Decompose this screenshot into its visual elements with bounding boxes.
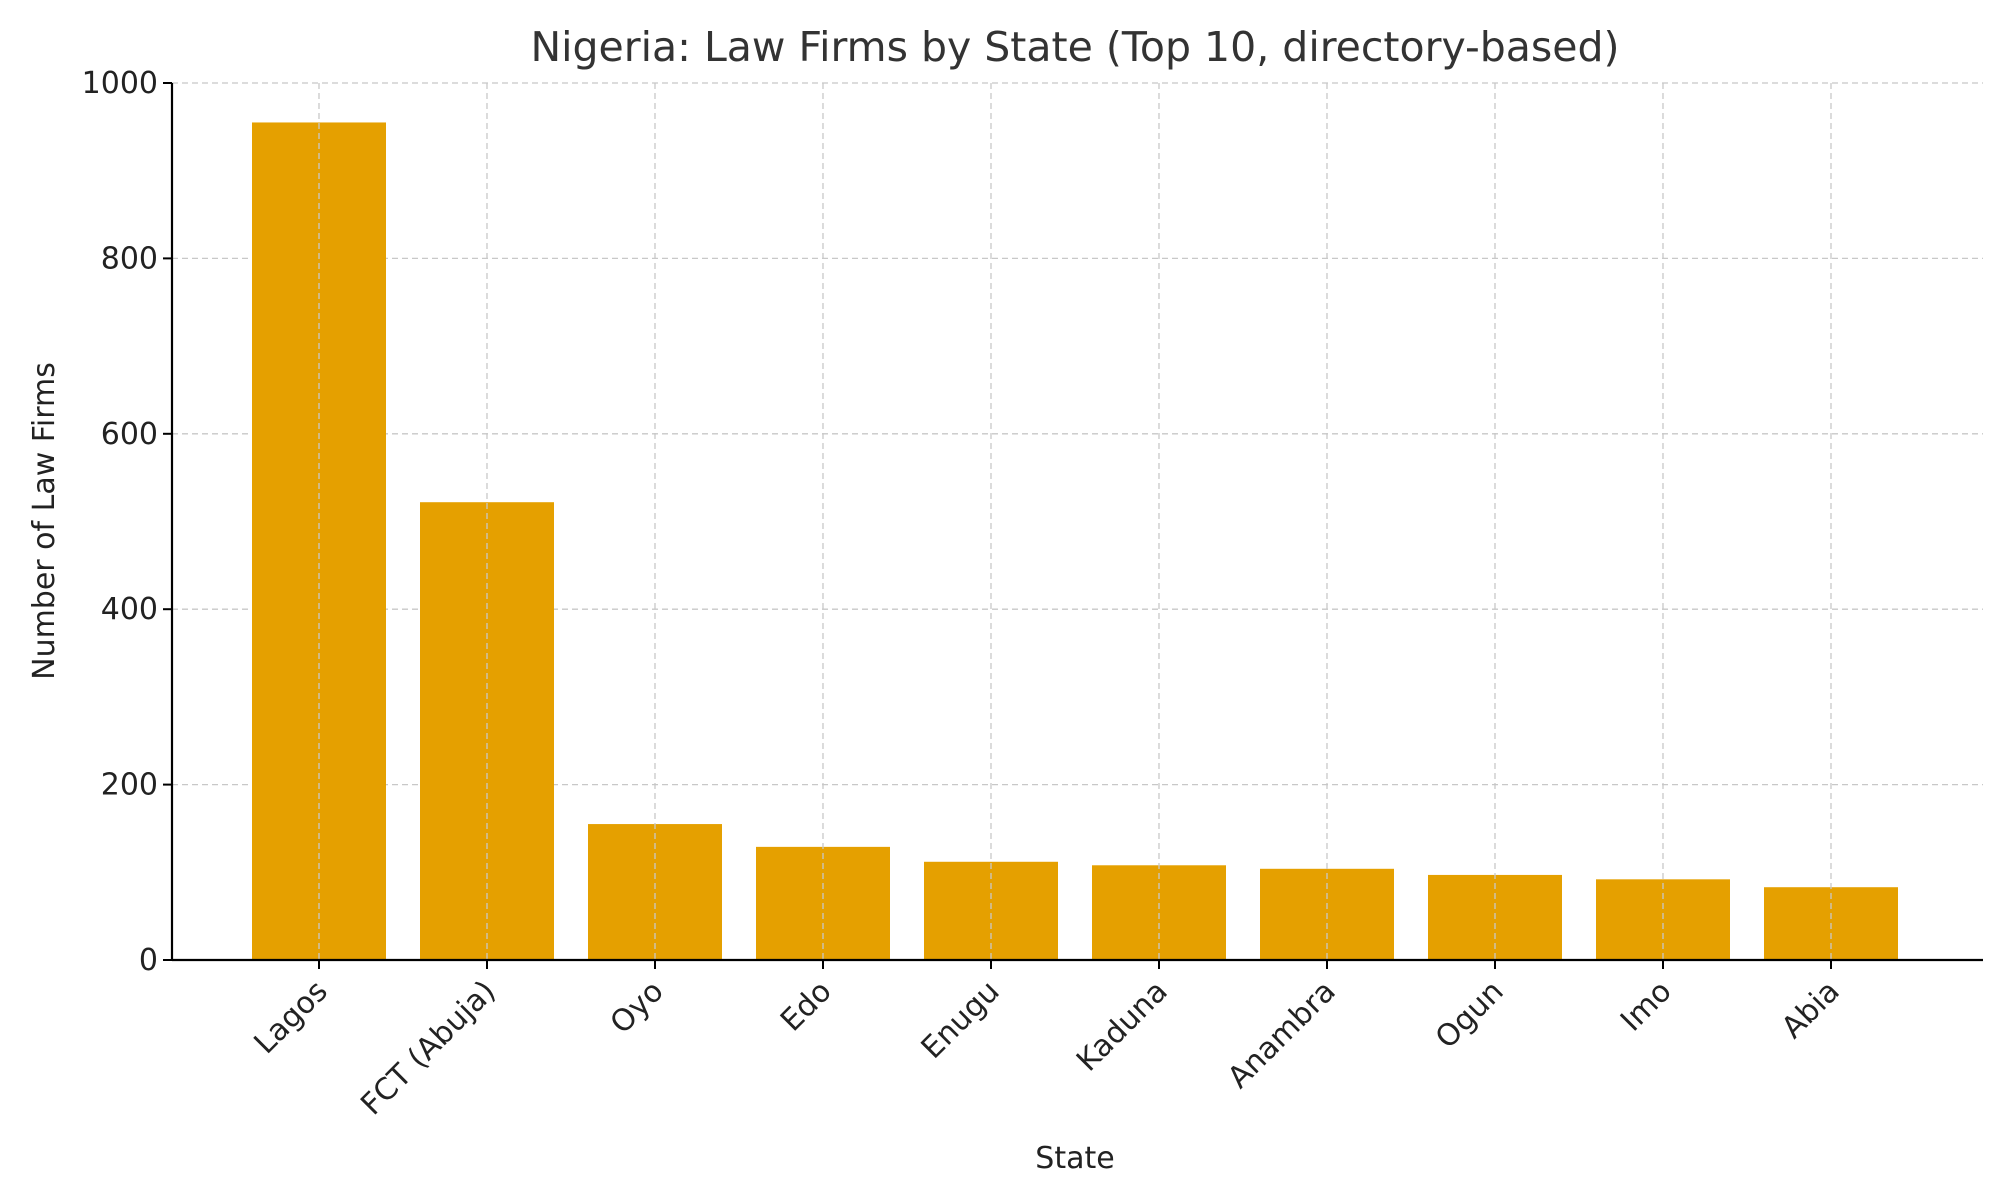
x-tick-label: Abia xyxy=(1775,974,1847,1046)
x-tick-label: Lagos xyxy=(248,974,335,1061)
y-tick-label: 800 xyxy=(101,241,158,276)
x-tick-label: Imo xyxy=(1614,974,1679,1039)
x-tick-label: Kaduna xyxy=(1070,974,1175,1079)
y-tick-label: 1000 xyxy=(82,66,158,101)
y-tick-label: 0 xyxy=(139,943,158,978)
y-tick-label: 400 xyxy=(101,592,158,627)
x-axis-title: State xyxy=(1035,1141,1114,1176)
chart-title: Nigeria: Law Firms by State (Top 10, dir… xyxy=(530,23,1619,71)
x-tick-label: Enugu xyxy=(915,974,1007,1066)
bar-fct-abuja xyxy=(420,502,554,960)
x-tick-label: FCT (Abuja) xyxy=(354,974,502,1122)
x-tick-label: Ogun xyxy=(1429,974,1511,1056)
y-tick-label: 600 xyxy=(101,417,158,452)
vertical-grid-lines xyxy=(318,83,1832,960)
y-tick-label: 200 xyxy=(101,768,158,803)
y-axis-title: Number of Law Firms xyxy=(27,362,62,680)
bars xyxy=(252,122,1898,961)
y-axis-ticks: 0 200 400 600 800 1000 xyxy=(82,66,172,978)
axes xyxy=(170,83,1983,962)
x-tick-label: Oyo xyxy=(604,974,671,1041)
bar-lagos xyxy=(252,122,386,961)
x-tick-label: Anambra xyxy=(1221,974,1343,1096)
x-axis-ticks: Lagos FCT (Abuja) Oyo Edo Enugu Kaduna Anambra… xyxy=(248,960,1847,1122)
x-tick-label: Edo xyxy=(774,974,839,1039)
